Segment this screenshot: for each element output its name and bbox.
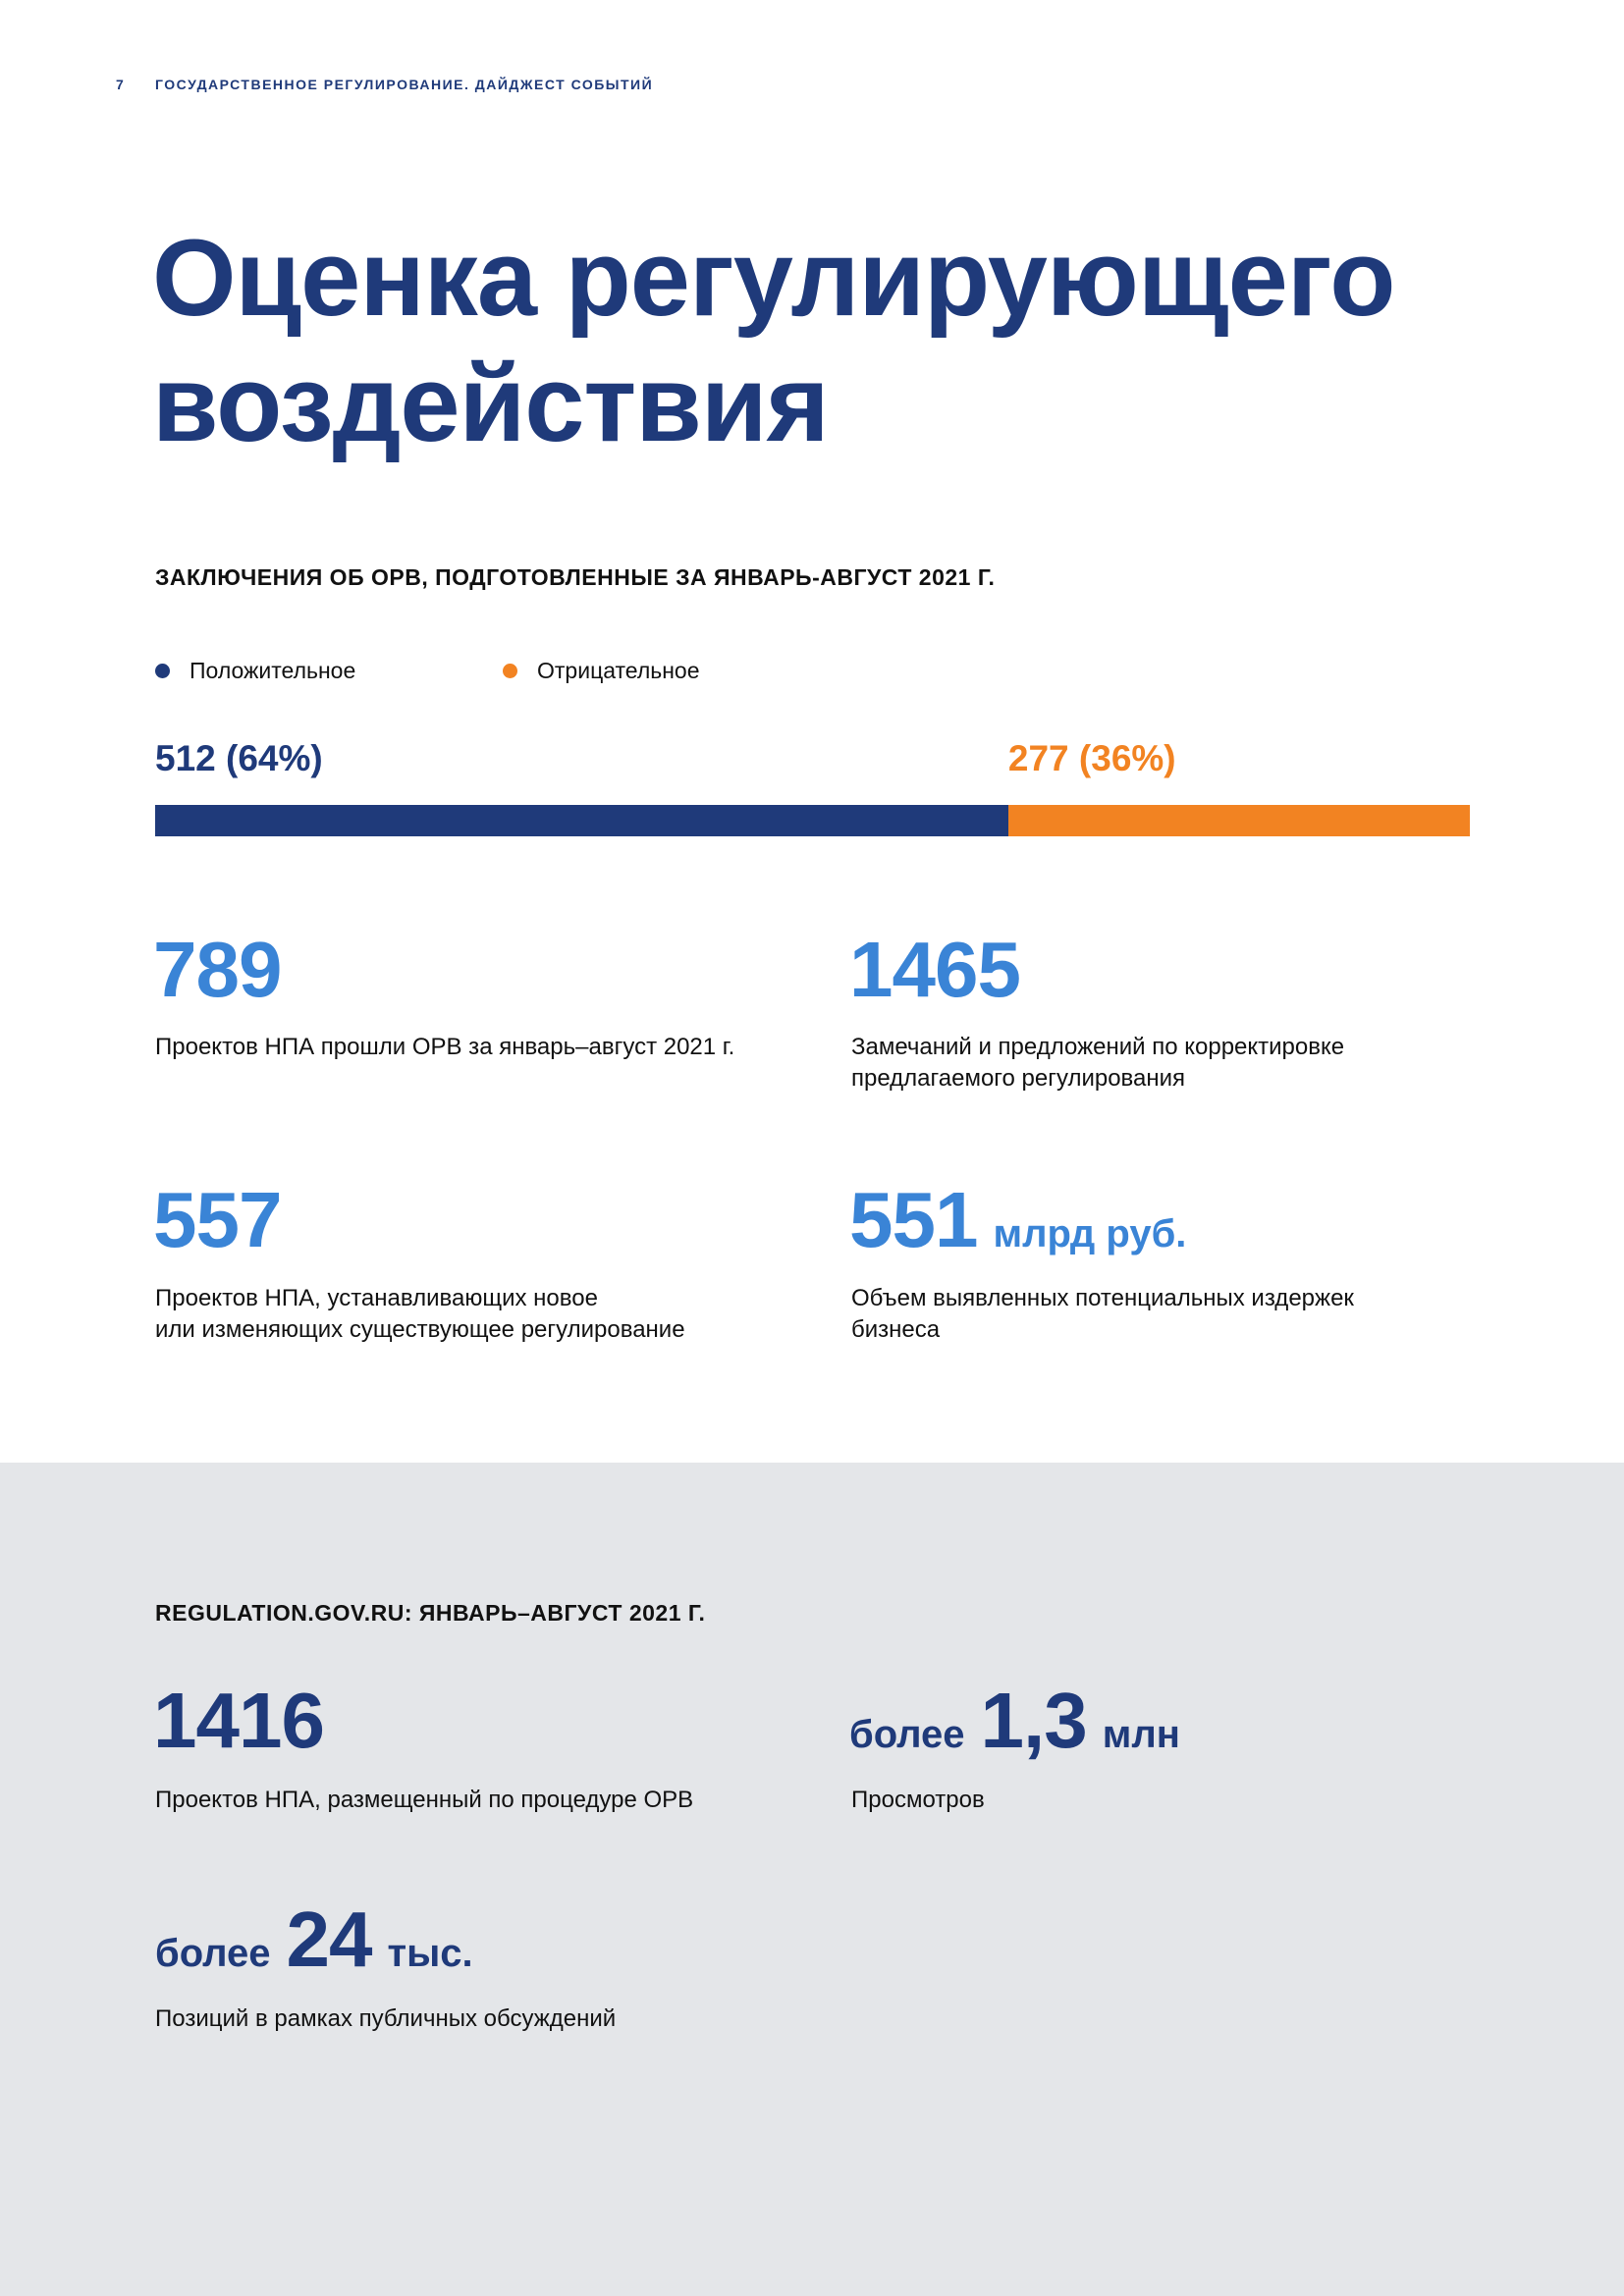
stat-views: более 1,3 млн bbox=[849, 1682, 1180, 1760]
running-header: ГОСУДАРСТВЕННОЕ РЕГУЛИРОВАНИЕ. ДАЙДЖЕСТ … bbox=[155, 77, 654, 92]
stat-costs-desc-line-1: Объем выявленных потенциальных издержек bbox=[851, 1285, 1354, 1311]
page-title-line-1: Оценка регулирующего bbox=[152, 218, 1395, 339]
negative-bar-segment bbox=[1007, 805, 1470, 836]
stat-views-value: 1,3 bbox=[980, 1677, 1088, 1764]
orv-section-heading: ЗАКЛЮЧЕНИЯ ОБ ОРВ, ПОДГОТОВЛЕННЫЕ ЗА ЯНВ… bbox=[155, 564, 996, 590]
negative-dot-icon bbox=[503, 664, 517, 678]
stat-positions-value: 24 bbox=[286, 1896, 373, 1983]
stat-new-regulation-desc-line-1: Проектов НПА, устанавливающих новое bbox=[155, 1285, 598, 1311]
stat-placed-value: 1416 bbox=[153, 1677, 325, 1764]
stat-new-regulation-desc: Проектов НПА, устанавливающих новое или … bbox=[155, 1283, 784, 1346]
legend-positive: Положительное bbox=[155, 658, 355, 684]
stat-views-prefix: более bbox=[849, 1713, 965, 1756]
positive-dot-icon bbox=[155, 664, 170, 678]
stat-costs: 551 млрд руб. bbox=[849, 1181, 1186, 1259]
positive-bar-segment bbox=[155, 805, 1008, 836]
regulation-panel bbox=[0, 1463, 1624, 2296]
page-title: Оценка регулирующего воздействия bbox=[152, 216, 1527, 467]
stat-costs-unit: млрд руб. bbox=[993, 1212, 1187, 1255]
stat-positions-unit: тыс. bbox=[387, 1932, 473, 1975]
negative-count-label: 277 (36%) bbox=[1007, 738, 1176, 778]
stat-positions-prefix: более bbox=[155, 1932, 271, 1975]
stat-costs-desc-line-2: бизнеса bbox=[851, 1316, 941, 1343]
stat-remarks-value: 1465 bbox=[849, 926, 1021, 1013]
stat-costs-desc: Объем выявленных потенциальных издержек … bbox=[851, 1283, 1539, 1346]
stat-remarks-desc-line-1: Замечаний и предложений по корректировке bbox=[851, 1034, 1345, 1060]
page-number: 7 bbox=[116, 77, 125, 92]
stat-npa-passed-value: 789 bbox=[153, 926, 282, 1013]
stat-new-regulation-value: 557 bbox=[153, 1176, 282, 1263]
stat-views-unit: млн bbox=[1102, 1713, 1180, 1756]
orv-stacked-bar bbox=[155, 805, 1470, 836]
stat-positions: более 24 тыс. bbox=[155, 1900, 473, 1979]
stat-new-regulation-desc-line-2: или изменяющих существующее регулировани… bbox=[155, 1316, 685, 1343]
stat-views-desc: Просмотров bbox=[851, 1787, 985, 1813]
stat-costs-value: 551 bbox=[849, 1176, 978, 1263]
legend-positive-label: Положительное bbox=[189, 658, 356, 683]
legend-negative-label: Отрицательное bbox=[537, 658, 700, 683]
stat-positions-desc: Позиций в рамках публичных обсуждений bbox=[155, 2005, 617, 2032]
stat-npa-passed-desc: Проектов НПА прошли ОРВ за январь–август… bbox=[155, 1034, 735, 1060]
stat-remarks-desc: Замечаний и предложений по корректировке… bbox=[851, 1032, 1539, 1095]
regulation-section-heading: REGULATION.GOV.RU: ЯНВАРЬ–АВГУСТ 2021 Г. bbox=[155, 1600, 706, 1626]
legend-negative: Отрицательное bbox=[503, 658, 700, 684]
stat-placed-desc: Проектов НПА, размещенный по процедуре О… bbox=[155, 1787, 694, 1813]
page-title-line-2: воздействия bbox=[152, 344, 830, 464]
positive-count-label: 512 (64%) bbox=[155, 738, 323, 778]
stat-remarks-desc-line-2: предлагаемого регулирования bbox=[851, 1065, 1186, 1092]
